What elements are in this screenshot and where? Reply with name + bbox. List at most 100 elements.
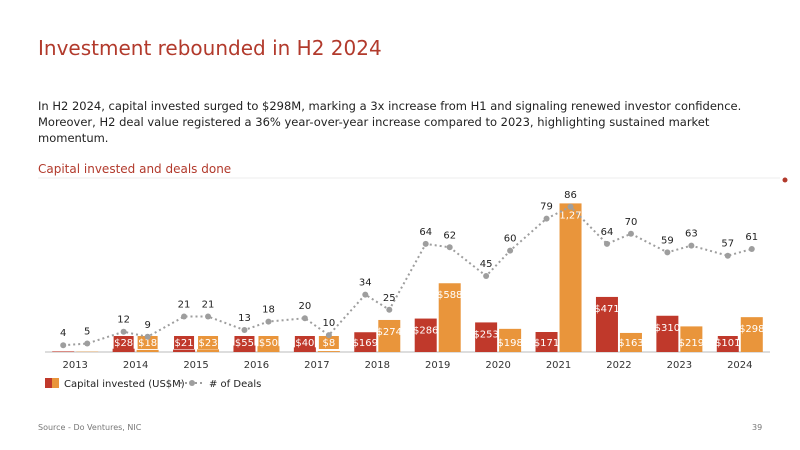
deals-label: 45 (480, 259, 493, 270)
bar (293, 347, 316, 352)
summary: In H2 2024, capital invested surged to $… (38, 99, 742, 145)
bar (317, 351, 340, 352)
value-label: $23 (198, 338, 217, 349)
value-label: $310 (655, 323, 680, 334)
deals-point (507, 247, 514, 254)
deals-point (483, 273, 490, 279)
value-label: $1,271 (553, 210, 588, 221)
deals-point (84, 340, 91, 347)
deals-point (627, 230, 634, 237)
value-label-box (137, 336, 158, 349)
deals-label: 60 (504, 234, 517, 245)
deals-label: 25 (383, 293, 396, 304)
deals-point (181, 313, 188, 320)
value-label-box (681, 336, 702, 349)
bar (595, 296, 618, 352)
x-tick-label: 2023 (667, 360, 692, 371)
deals-point (748, 245, 755, 252)
deals-label: 13 (238, 313, 251, 324)
deals-point (664, 249, 671, 256)
x-tick-label: 2020 (485, 360, 510, 371)
x-tick-label: 2022 (606, 360, 631, 371)
value-label: $8 (323, 338, 336, 349)
legend-label: # of Deals (209, 379, 261, 390)
deals-point (265, 318, 272, 325)
value-label-box (234, 336, 255, 349)
value-label: $253 (473, 329, 498, 340)
deals-line (63, 205, 753, 347)
value-label: $274 (377, 327, 402, 338)
bar (197, 349, 220, 352)
bar (136, 349, 159, 352)
deals-label: 9 (144, 320, 150, 331)
deals-point (603, 240, 610, 247)
deals-point (724, 252, 731, 259)
deals-point (60, 342, 67, 349)
decor-dot (782, 177, 788, 183)
deals-point (362, 291, 369, 298)
deals-point (301, 315, 308, 322)
source: Source - Do Ventures, NIC (38, 423, 142, 432)
deals-label: 86 (564, 190, 577, 201)
bar (257, 346, 280, 352)
value-label: $171 (534, 338, 559, 349)
deals-point (325, 332, 332, 339)
x-tick-label: 2014 (123, 360, 148, 371)
value-label-box (355, 336, 376, 349)
value-label: $219 (679, 338, 704, 349)
value-label: $588 (437, 290, 462, 301)
value-label: $198 (497, 338, 522, 349)
deals-label: 4 (60, 328, 66, 339)
value-label: $163 (618, 338, 643, 349)
bar (475, 322, 498, 352)
bar (740, 317, 763, 352)
value-label-box (620, 336, 641, 349)
deals-point (144, 333, 151, 340)
bar (173, 349, 196, 352)
value-label: $40 (295, 338, 314, 349)
deals-point (422, 240, 429, 247)
value-label: $55 (235, 338, 254, 349)
deals-point (120, 328, 127, 335)
page-number: 39 (752, 423, 763, 432)
x-tick-label: 2021 (546, 360, 571, 371)
value-label-box (174, 336, 195, 349)
bar (656, 315, 679, 352)
x-tick-label: 2018 (365, 360, 390, 371)
value-label: $101 (715, 338, 740, 349)
value-label: $471 (594, 304, 619, 315)
bar (378, 319, 401, 352)
deals-label: 21 (202, 300, 215, 311)
deals-label: 70 (625, 217, 638, 228)
deals-point (688, 242, 695, 249)
x-tick-label: 2017 (304, 360, 329, 371)
chart-title: Capital invested and deals done (38, 162, 232, 176)
x-tick-label: 2019 (425, 360, 450, 371)
bar (414, 318, 437, 352)
deals-label: 21 (178, 300, 191, 311)
value-label-box (258, 336, 279, 349)
deals-point (205, 313, 212, 320)
value-label-box (294, 336, 315, 349)
deals-label: 20 (299, 301, 312, 312)
value-label-box (113, 336, 134, 349)
deals-point (446, 244, 453, 251)
deals-label: 57 (721, 239, 734, 250)
deals-label: 12 (117, 315, 130, 326)
deals-point (386, 306, 393, 313)
x-tick-label: 2024 (727, 360, 752, 371)
deals-label: 34 (359, 278, 372, 289)
legend-dot (189, 380, 195, 386)
deals-label: 5 (84, 327, 90, 338)
value-label: $169 (353, 338, 378, 349)
slide-title: Investment rebounded in H2 2024 (38, 36, 382, 60)
deals-label: 79 (540, 202, 553, 213)
bar (52, 351, 75, 352)
deals-label: 61 (745, 232, 758, 243)
value-label-box (536, 336, 557, 349)
deals-label: 64 (601, 227, 614, 238)
value-label-box (717, 336, 738, 349)
deals-label: 59 (661, 235, 674, 246)
bar (438, 283, 461, 352)
